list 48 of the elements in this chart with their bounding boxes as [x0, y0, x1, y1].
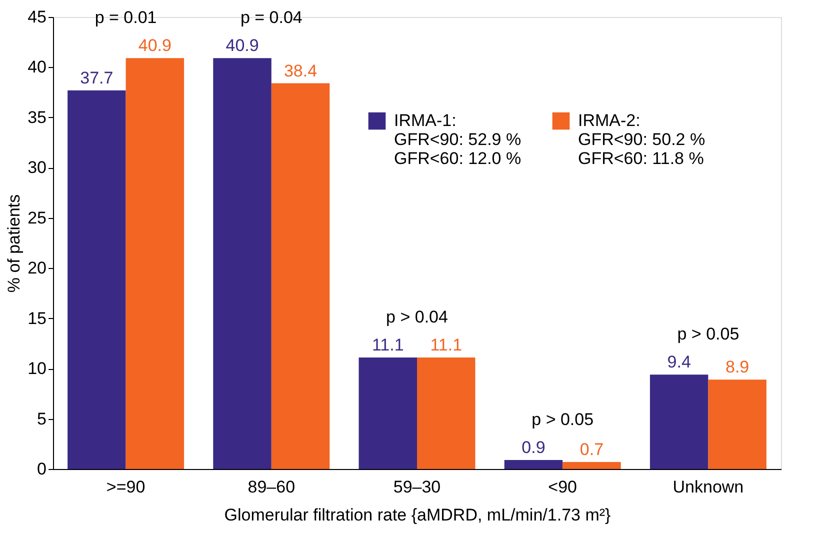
annotation: p > 0.04 — [386, 308, 448, 327]
bar — [358, 358, 417, 469]
bar — [562, 462, 621, 469]
legend-label: IRMA-1: — [394, 111, 456, 130]
bar — [417, 358, 476, 469]
annotation: p = 0.04 — [240, 8, 302, 28]
annotation: p > 0.05 — [677, 324, 740, 344]
bar — [271, 83, 330, 469]
y-tick-label: 15 — [28, 308, 46, 328]
y-tick-label: 10 — [28, 359, 46, 378]
x-tick-label: <90 — [548, 478, 578, 496]
annotation: GFR<90: 52.9 % — [394, 130, 522, 149]
y-tick-label: 20 — [28, 258, 46, 278]
bar — [126, 58, 184, 469]
bar — [504, 460, 563, 469]
x-tick-label: 89–60 — [248, 478, 296, 496]
annotation: p > 0.05 — [532, 410, 594, 429]
x-axis-title: Glomerular filtration rate {aMDRD, mL/min/1.73 m²} — [224, 506, 612, 524]
data-label: 11.1 — [372, 336, 404, 355]
bar — [650, 374, 708, 469]
data-label: 38.4 — [284, 61, 318, 80]
data-label: 11.1 — [430, 336, 462, 355]
data-label: 0.7 — [580, 440, 604, 459]
annotation: GFR<60: 11.8 % — [578, 149, 704, 168]
annotation: GFR<90: 50.2 % — [578, 130, 706, 149]
y-tick-label: 40 — [28, 58, 46, 77]
bar — [213, 58, 272, 469]
data-label: 40.9 — [138, 36, 172, 56]
data-label: 40.9 — [226, 36, 259, 56]
x-tick-label: 59–30 — [393, 478, 441, 496]
y-tick-label: 5 — [37, 409, 46, 428]
data-label: 9.4 — [667, 352, 691, 372]
bar — [68, 90, 126, 469]
y-tick-label: 30 — [28, 158, 46, 178]
bar — [708, 380, 766, 469]
data-label: 37.7 — [80, 68, 114, 88]
legend-label: IRMA-2: — [578, 111, 640, 130]
data-label: 8.9 — [726, 358, 750, 377]
y-tick-label: 25 — [28, 208, 46, 228]
y-tick-label: 45 — [28, 8, 46, 26]
annotation: GFR<60: 12.0 % — [394, 149, 522, 168]
y-tick-label: 35 — [28, 108, 46, 127]
x-tick-label: Unknown — [672, 478, 744, 496]
x-tick-label: >=90 — [106, 478, 146, 496]
y-axis-title: % of patients — [4, 194, 24, 293]
y-tick-label: 0 — [37, 460, 46, 478]
data-label: 0.9 — [522, 438, 546, 457]
annotation: p = 0.01 — [94, 8, 157, 28]
